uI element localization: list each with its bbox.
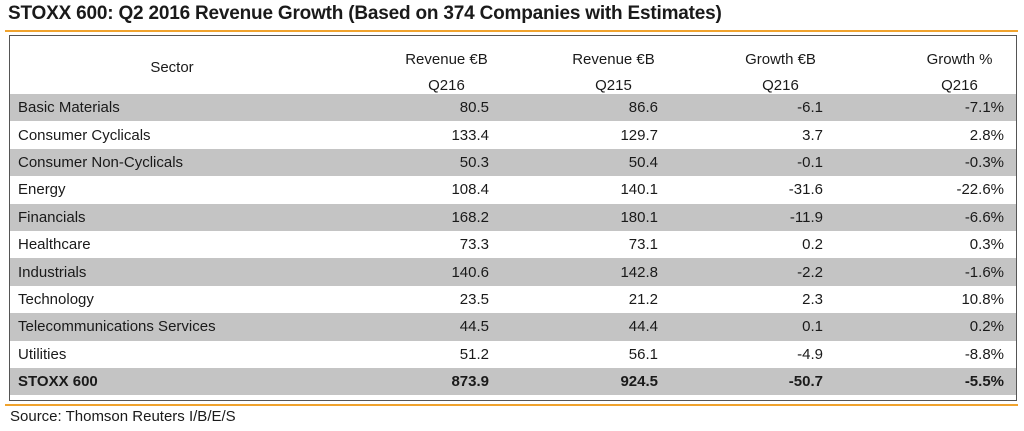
cell-sector: Industrials — [10, 258, 334, 286]
table-row: Utilities 51.2 56.1 -4.9 -8.8% — [10, 341, 1016, 368]
cell-sector: Healthcare — [18, 236, 91, 254]
source-note: Source: Thomson Reuters I/B/E/S — [10, 408, 236, 425]
cell-growth-eur: 0.1 — [668, 313, 833, 341]
cell-revenue-q215: 142.8 — [499, 258, 668, 286]
cell-growth-pct: -22.6% — [956, 181, 1004, 199]
top-divider — [5, 30, 1018, 32]
cell-growth-eur: -4.9 — [797, 345, 823, 363]
cell-total-revenue-q215: 924.5 — [499, 367, 668, 396]
table-row: Basic Materials 80.5 86.6 -6.1 -7.1% — [10, 94, 1016, 122]
cell-revenue-q215: 86.6 — [499, 94, 668, 122]
cell-revenue-q215: 129.7 — [620, 126, 658, 144]
cell-revenue-q215: 180.1 — [499, 203, 668, 231]
cell-revenue-q215: 56.1 — [628, 345, 658, 363]
table-row: Consumer Cyclicals 133.4 129.7 3.7 2.8% — [10, 121, 1016, 148]
cell-growth-eur: -0.1 — [668, 148, 833, 177]
page-title: STOXX 600: Q2 2016 Revenue Growth (Based… — [8, 3, 722, 24]
cell-sector: Consumer Non-Cyclicals — [10, 148, 334, 177]
cell-growth-pct: 0.3% — [969, 236, 1004, 254]
cell-growth-pct: -7.1% — [833, 94, 1016, 122]
cell-revenue-q215: 21.2 — [628, 290, 658, 308]
cell-sector: Consumer Cyclicals — [18, 126, 151, 144]
cell-revenue-q216: 73.3 — [459, 236, 489, 254]
cell-sector: Utilities — [18, 345, 67, 363]
cell-revenue-q215: 44.4 — [499, 313, 668, 341]
cell-revenue-q215: 140.1 — [620, 181, 658, 199]
cell-revenue-q215: 73.1 — [628, 236, 658, 254]
table-row: Telecommunications Services 44.5 44.4 0.… — [10, 313, 1016, 341]
cell-revenue-q216: 133.4 — [451, 126, 489, 144]
cell-revenue-q216: 44.5 — [334, 313, 499, 341]
cell-revenue-q216: 140.6 — [334, 258, 499, 286]
cell-growth-eur: 2.3 — [802, 290, 823, 308]
cell-total-revenue-q216: 873.9 — [334, 367, 499, 396]
cell-growth-pct: -0.3% — [833, 148, 1016, 177]
table-header: Sector Revenue €B Revenue €B Growth €B G… — [10, 40, 1016, 94]
cell-growth-eur: -11.9 — [668, 203, 833, 231]
cell-revenue-q216: 23.5 — [459, 290, 489, 308]
cell-revenue-q216: 80.5 — [334, 94, 499, 122]
header-revenue-q216-line2: Q216 — [428, 77, 465, 94]
table-row: Consumer Non-Cyclicals 50.3 50.4 -0.1 -0… — [10, 148, 1016, 177]
table-frame — [9, 35, 1017, 401]
cell-sector: Basic Materials — [10, 94, 334, 122]
table-row: Energy 108.4 140.1 -31.6 -22.6% — [10, 176, 1016, 203]
cell-total-growth-pct: -5.5% — [833, 367, 1016, 396]
cell-growth-eur: -2.2 — [668, 258, 833, 286]
header-growth-eur-line2: Q216 — [762, 77, 799, 94]
cell-growth-pct: -1.6% — [833, 258, 1016, 286]
cell-sector: Telecommunications Services — [10, 313, 334, 341]
cell-growth-pct: -6.6% — [833, 203, 1016, 231]
table-row: Technology 23.5 21.2 2.3 10.8% — [10, 286, 1016, 313]
cell-growth-eur: -31.6 — [788, 181, 823, 199]
cell-total-sector: STOXX 600 — [10, 367, 334, 396]
cell-revenue-q216: 108.4 — [451, 181, 489, 199]
cell-growth-eur: 0.2 — [802, 236, 823, 254]
header-growth-pct-line1: Growth % — [926, 51, 993, 68]
table-row: Healthcare 73.3 73.1 0.2 0.3% — [10, 231, 1016, 258]
cell-revenue-q216: 168.2 — [334, 203, 499, 231]
cell-sector: Energy — [18, 181, 66, 199]
header-growth-eur-line1: Growth €B — [745, 51, 816, 68]
cell-growth-pct: -8.8% — [964, 345, 1004, 363]
cell-total-growth-eur: -50.7 — [668, 367, 833, 396]
header-revenue-q216-line1: Revenue €B — [405, 51, 488, 68]
cell-revenue-q216: 51.2 — [459, 345, 489, 363]
header-revenue-q215-line1: Revenue €B — [572, 51, 655, 68]
cell-revenue-q215: 50.4 — [499, 148, 668, 177]
table-body: Basic Materials 80.5 86.6 -6.1 -7.1% Con… — [10, 94, 1016, 396]
cell-growth-eur: -6.1 — [668, 94, 833, 122]
cell-growth-pct: 0.2% — [833, 313, 1016, 341]
total-row: STOXX 600 873.9 924.5 -50.7 -5.5% — [10, 367, 1016, 396]
header-sector: Sector — [150, 58, 194, 76]
cell-sector: Technology — [18, 290, 94, 308]
cell-growth-pct: 2.8% — [969, 126, 1004, 144]
header-growth-pct-line2: Q216 — [941, 77, 978, 94]
bottom-divider — [5, 404, 1018, 406]
cell-growth-eur: 3.7 — [802, 126, 823, 144]
revenue-growth-table: Sector Revenue €B Revenue €B Growth €B G… — [10, 40, 1016, 396]
cell-sector: Financials — [10, 203, 334, 231]
cell-growth-pct: 10.8% — [961, 290, 1004, 308]
table-row: Industrials 140.6 142.8 -2.2 -1.6% — [10, 258, 1016, 286]
header-revenue-q215-line2: Q215 — [595, 77, 632, 94]
table-row: Financials 168.2 180.1 -11.9 -6.6% — [10, 203, 1016, 231]
cell-revenue-q216: 50.3 — [334, 148, 499, 177]
